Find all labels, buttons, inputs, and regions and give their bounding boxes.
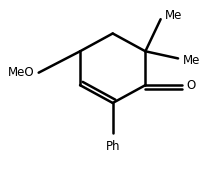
Text: MeO: MeO [8,66,34,79]
Text: O: O [187,79,196,92]
Text: Me: Me [165,9,182,22]
Text: Me: Me [182,54,200,67]
Text: Ph: Ph [105,140,120,153]
